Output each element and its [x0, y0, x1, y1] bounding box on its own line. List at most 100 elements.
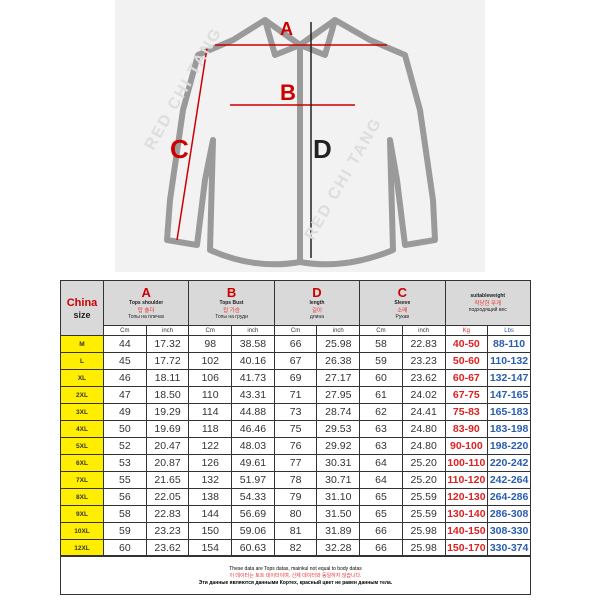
value-cell: 50-60 — [444, 352, 489, 370]
value-cell: 65 — [359, 488, 403, 506]
value-cell: 76 — [273, 437, 318, 455]
value-cell: 122 — [188, 437, 233, 455]
value-cell: 24.41 — [401, 403, 446, 421]
value-cell: 75 — [273, 420, 318, 438]
value-cell: 24.80 — [401, 420, 446, 438]
table-row: 9XL 58 22.83 144 56.69 80 31.50 65 25.59 130-140 2… — [60, 505, 531, 523]
value-cell: 47 — [103, 386, 147, 404]
value-cell: 114 — [188, 403, 233, 421]
value-cell: 50 — [103, 420, 147, 438]
value-cell: 49 — [103, 403, 147, 421]
value-cell: 30.31 — [316, 454, 361, 472]
value-cell: 98 — [188, 335, 233, 353]
size-cell: 4XL — [60, 420, 104, 438]
value-cell: 144 — [188, 505, 233, 523]
value-cell: 25.98 — [401, 539, 446, 557]
value-cell: 118 — [188, 420, 233, 438]
value-cell: 88-110 — [487, 335, 531, 353]
value-cell: 30.71 — [316, 471, 361, 489]
value-cell: 66 — [273, 335, 318, 353]
value-cell: 21.65 — [145, 471, 190, 489]
value-cell: 60 — [103, 539, 147, 557]
unit-header: Cm — [273, 325, 318, 336]
table-row: 5XL 52 20.47 122 48.03 76 29.92 63 24.80 90-100 19… — [60, 437, 531, 455]
value-cell: 58 — [103, 505, 147, 523]
value-cell: 75-83 — [444, 403, 489, 421]
unit-header: Lbs — [487, 325, 531, 336]
value-cell: 138 — [188, 488, 233, 506]
value-cell: 154 — [188, 539, 233, 557]
value-cell: 64 — [359, 454, 403, 472]
value-cell: 32.28 — [316, 539, 361, 557]
value-cell: 147-165 — [487, 386, 531, 404]
size-cell: 7XL — [60, 471, 104, 489]
value-cell: 22.83 — [145, 505, 190, 523]
value-cell: 78 — [273, 471, 318, 489]
table-row: 3XL 49 19.29 114 44.88 73 28.74 62 24.41 75-83 165… — [60, 403, 531, 421]
group-header: suitableweight 적당한 무게 подходящий вес — [444, 280, 531, 326]
unit-header: inch — [231, 325, 275, 336]
value-cell: 29.92 — [316, 437, 361, 455]
unit-header: inch — [316, 325, 361, 336]
value-cell: 18.50 — [145, 386, 190, 404]
value-cell: 110 — [188, 386, 233, 404]
value-cell: 150 — [188, 522, 233, 540]
value-cell: 24.80 — [401, 437, 446, 455]
value-cell: 102 — [188, 352, 233, 370]
value-cell: 58 — [359, 335, 403, 353]
value-cell: 51.97 — [231, 471, 275, 489]
value-cell: 100-110 — [444, 454, 489, 472]
value-cell: 61 — [359, 386, 403, 404]
size-cell: 9XL — [60, 505, 104, 523]
value-cell: 19.29 — [145, 403, 190, 421]
value-cell: 43.31 — [231, 386, 275, 404]
table-row: 10XL 59 23.23 150 59.06 81 31.89 66 25.98 140-150… — [60, 522, 531, 540]
value-cell: 29.53 — [316, 420, 361, 438]
label-a: A — [280, 19, 293, 39]
value-cell: 25.20 — [401, 454, 446, 472]
value-cell: 130-140 — [444, 505, 489, 523]
size-cell: L — [60, 352, 104, 370]
value-cell: 24.02 — [401, 386, 446, 404]
value-cell: 69 — [273, 369, 318, 387]
value-cell: 23.23 — [401, 352, 446, 370]
value-cell: 66 — [359, 539, 403, 557]
value-cell: 54.33 — [231, 488, 275, 506]
value-cell: 264-286 — [487, 488, 531, 506]
value-cell: 25.98 — [316, 335, 361, 353]
table-row: 4XL 50 19.69 118 46.46 75 29.53 63 24.80 83-90 183… — [60, 420, 531, 438]
group-header: B Tops Bust 탑 가슴 Топы на груди — [188, 280, 275, 326]
value-cell: 150-170 — [444, 539, 489, 557]
value-cell: 38.58 — [231, 335, 275, 353]
value-cell: 60 — [359, 369, 403, 387]
value-cell: 77 — [273, 454, 318, 472]
value-cell: 330-374 — [487, 539, 531, 557]
value-cell: 20.47 — [145, 437, 190, 455]
value-cell: 120-130 — [444, 488, 489, 506]
value-cell: 46.46 — [231, 420, 275, 438]
table-row: XL 46 18.11 106 41.73 69 27.17 60 23.62 60-67 132-… — [60, 369, 531, 387]
value-cell: 20.87 — [145, 454, 190, 472]
value-cell: 40-50 — [444, 335, 489, 353]
unit-header: Kg — [444, 325, 489, 336]
unit-header: inch — [401, 325, 446, 336]
value-cell: 41.73 — [231, 369, 275, 387]
value-cell: 22.05 — [145, 488, 190, 506]
value-cell: 31.50 — [316, 505, 361, 523]
size-cell: 3XL — [60, 403, 104, 421]
value-cell: 64 — [359, 471, 403, 489]
value-cell: 82 — [273, 539, 318, 557]
group-header: C Sleeve 소매 Рукав — [359, 280, 446, 326]
table-row: 7XL 55 21.65 132 51.97 78 30.71 64 25.20 110-120 2… — [60, 471, 531, 489]
unit-header: Cm — [359, 325, 403, 336]
value-cell: 25.59 — [401, 488, 446, 506]
value-cell: 65 — [359, 505, 403, 523]
value-cell: 60.63 — [231, 539, 275, 557]
value-cell: 53 — [103, 454, 147, 472]
value-cell: 286-308 — [487, 505, 531, 523]
value-cell: 27.95 — [316, 386, 361, 404]
label-b: B — [280, 80, 296, 105]
value-cell: 106 — [188, 369, 233, 387]
unit-header: Cm — [103, 325, 147, 336]
value-cell: 49.61 — [231, 454, 275, 472]
